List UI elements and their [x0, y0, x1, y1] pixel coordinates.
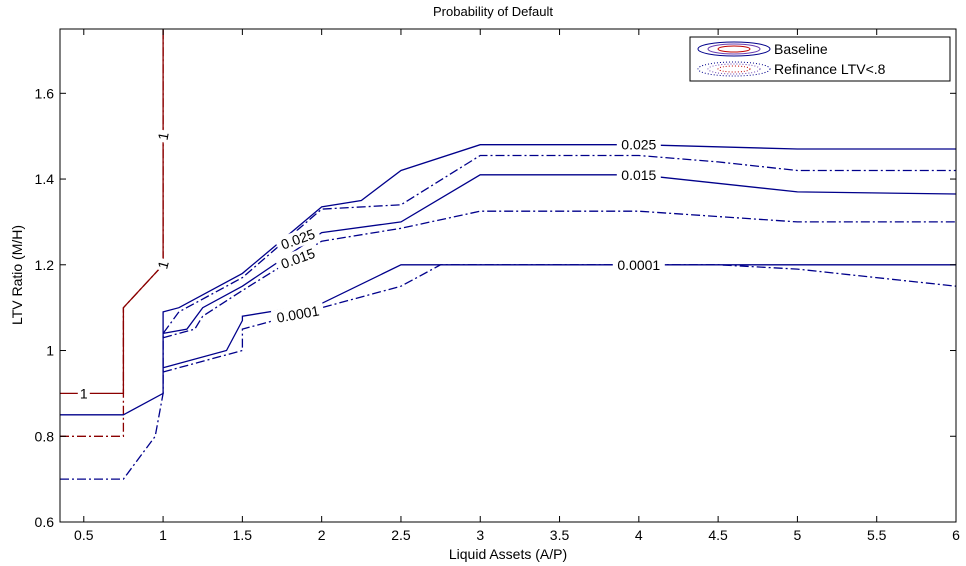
legend-swatch-ring [717, 45, 751, 53]
contour-label-background [77, 385, 90, 402]
contour-label-text: 0.015 [621, 167, 656, 183]
y-tick-label: 0.6 [35, 514, 55, 530]
legend-swatch-ring [697, 41, 771, 57]
x-tick-label: 1 [159, 527, 167, 543]
plot-area-frame [59, 28, 957, 523]
x-tick-label: 4.5 [708, 527, 728, 543]
contour-label: 1 [154, 128, 173, 144]
legend-swatch-ring [717, 65, 751, 73]
contour-label-text: 1 [154, 259, 172, 271]
contour-label: 0.025 [616, 136, 661, 153]
x-tick-label: 3 [476, 527, 484, 543]
legend-swatch-ring [697, 61, 771, 77]
y-tick-label: 1.2 [35, 257, 55, 273]
x-tick-label: 2.5 [391, 527, 411, 543]
plot-lines [60, 29, 957, 480]
x-tick-label: 5.5 [867, 527, 887, 543]
x-axis-ticks: 0.5 1 1.5 2 2.5 3 3.5 4 4.5 5 5.5 6 [74, 29, 960, 543]
contour-label: 1 [77, 385, 90, 402]
contour-label-background [616, 166, 661, 183]
contour-label: 0.0001 [270, 301, 325, 327]
x-tick-label: 1.5 [233, 527, 253, 543]
contour-line-0_015-refinance [162, 210, 956, 339]
contour-label: 0.0001 [612, 256, 665, 273]
x-tick-label: 6 [952, 527, 960, 543]
x-tick-label: 2 [318, 527, 326, 543]
contour-line-1-baseline [60, 29, 164, 395]
y-tick-label: 0.8 [35, 428, 55, 444]
legend-swatch-ring [707, 43, 761, 55]
contour-line-0_015-baseline [162, 174, 957, 335]
contour-label-background [270, 301, 325, 327]
contour-label-background [274, 243, 322, 274]
y-tick-label: 1.4 [35, 171, 55, 187]
contour-label-text: 1 [155, 131, 172, 142]
legend-entry: Baseline [697, 41, 828, 57]
chart-title: Probability of Default [433, 4, 553, 19]
legend-entry: Refinance LTV<.8 [697, 61, 886, 77]
legend: Baseline Refinance LTV<.8 [689, 36, 951, 82]
contour-label-background [612, 256, 665, 273]
legend-label: Refinance LTV<.8 [774, 61, 886, 77]
contour-line-0_025-refinance [60, 154, 956, 480]
y-axis-title: LTV Ratio (M/H) [9, 225, 25, 325]
legend-label: Baseline [774, 41, 828, 57]
contour-label-background [153, 256, 173, 273]
x-tick-label: 5 [794, 527, 802, 543]
x-axis-title: Liquid Assets (A/P) [449, 546, 567, 562]
contour-label-text: 0.0001 [617, 257, 660, 273]
x-tick-label: 4 [635, 527, 643, 543]
contour-label-background [274, 224, 322, 255]
contour-label-text: 0.025 [621, 137, 656, 153]
contour-label: 0.015 [616, 166, 661, 183]
contour-line-0_025-baseline [60, 144, 956, 416]
contour-label: 1 [153, 256, 173, 273]
y-tick-label: 1.6 [35, 85, 55, 101]
y-tick-label: 1 [46, 343, 54, 359]
contour-label-background [616, 136, 661, 153]
contour-label-text: 1 [80, 385, 88, 401]
y-axis-ticks: 0.6 0.8 1 1.2 1.4 1.6 [35, 85, 956, 530]
contour-label-text: 0.0001 [275, 302, 320, 325]
contour-label-background [154, 128, 173, 144]
contour-line-0_0001-refinance [162, 264, 957, 373]
x-tick-label: 3.5 [550, 527, 570, 543]
x-tick-label: 0.5 [74, 527, 94, 543]
legend-swatch-ring [707, 63, 761, 75]
contour-line-1-refinance [60, 29, 164, 437]
